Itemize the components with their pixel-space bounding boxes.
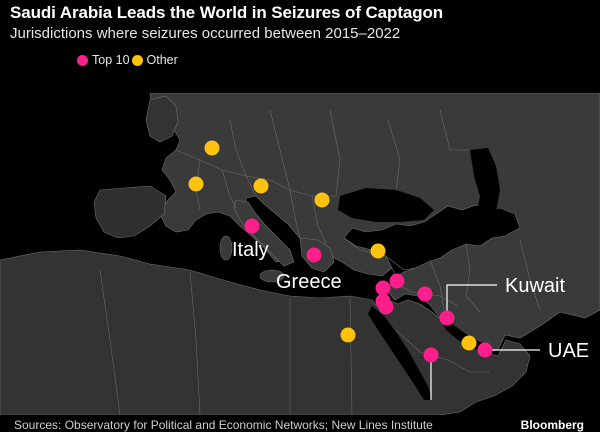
land-sicily: [259, 269, 285, 283]
kuwait-leader: [446, 284, 497, 318]
marker-top10: [477, 342, 493, 358]
marker-top10: [417, 286, 433, 302]
land-iberia: [93, 185, 167, 239]
marker-top10: [244, 218, 260, 234]
marker-other: [188, 176, 204, 192]
label-kuwait: Kuwait: [505, 275, 565, 297]
land-italy: [233, 199, 295, 267]
land-africa-arabia: [0, 249, 531, 415]
source-note: Sources: Observatory for Political and E…: [14, 418, 433, 432]
legend-item-top10: Top 10: [77, 53, 130, 67]
marker-other: [340, 327, 356, 343]
land-sardinia: [219, 235, 233, 261]
label-italy: Italy: [232, 239, 269, 261]
markers-top10: [244, 218, 493, 363]
sea-black-sea: [338, 188, 434, 222]
map-title: Saudi Arabia Leads the World in Seizures…: [10, 3, 444, 22]
legend: Top 10 Other: [77, 53, 180, 67]
sea-red-sea: [368, 306, 432, 400]
map-subtitle: Jurisdictions where seizures occurred be…: [10, 25, 401, 42]
legend-item-other: Other: [131, 53, 178, 67]
marker-top10: [439, 310, 455, 326]
marker-other: [204, 140, 220, 156]
markers-other: [188, 140, 477, 351]
marker-top10: [375, 280, 391, 296]
marker-top10: [378, 299, 394, 315]
marker-other: [461, 335, 477, 351]
map: Italy Greece Kuwait UAE: [0, 93, 600, 415]
legend-swatch-top10: [77, 54, 88, 66]
marker-other: [253, 178, 269, 194]
marker-top10: [423, 347, 439, 363]
sea-caspian: [470, 148, 500, 224]
sea-persian-gulf: [440, 318, 492, 352]
marker-top10: [389, 273, 405, 289]
legend-swatch-other: [131, 54, 143, 66]
legend-label-top10: Top 10: [92, 53, 130, 67]
label-greece: Greece: [276, 271, 342, 293]
marker-other: [314, 192, 330, 208]
marker-top10: [306, 247, 322, 263]
brand-logo: Bloomberg: [520, 418, 584, 432]
label-uae: UAE: [548, 340, 589, 362]
marker-other: [370, 243, 386, 259]
land-britain: [145, 95, 179, 143]
legend-label-other: Other: [146, 53, 178, 67]
